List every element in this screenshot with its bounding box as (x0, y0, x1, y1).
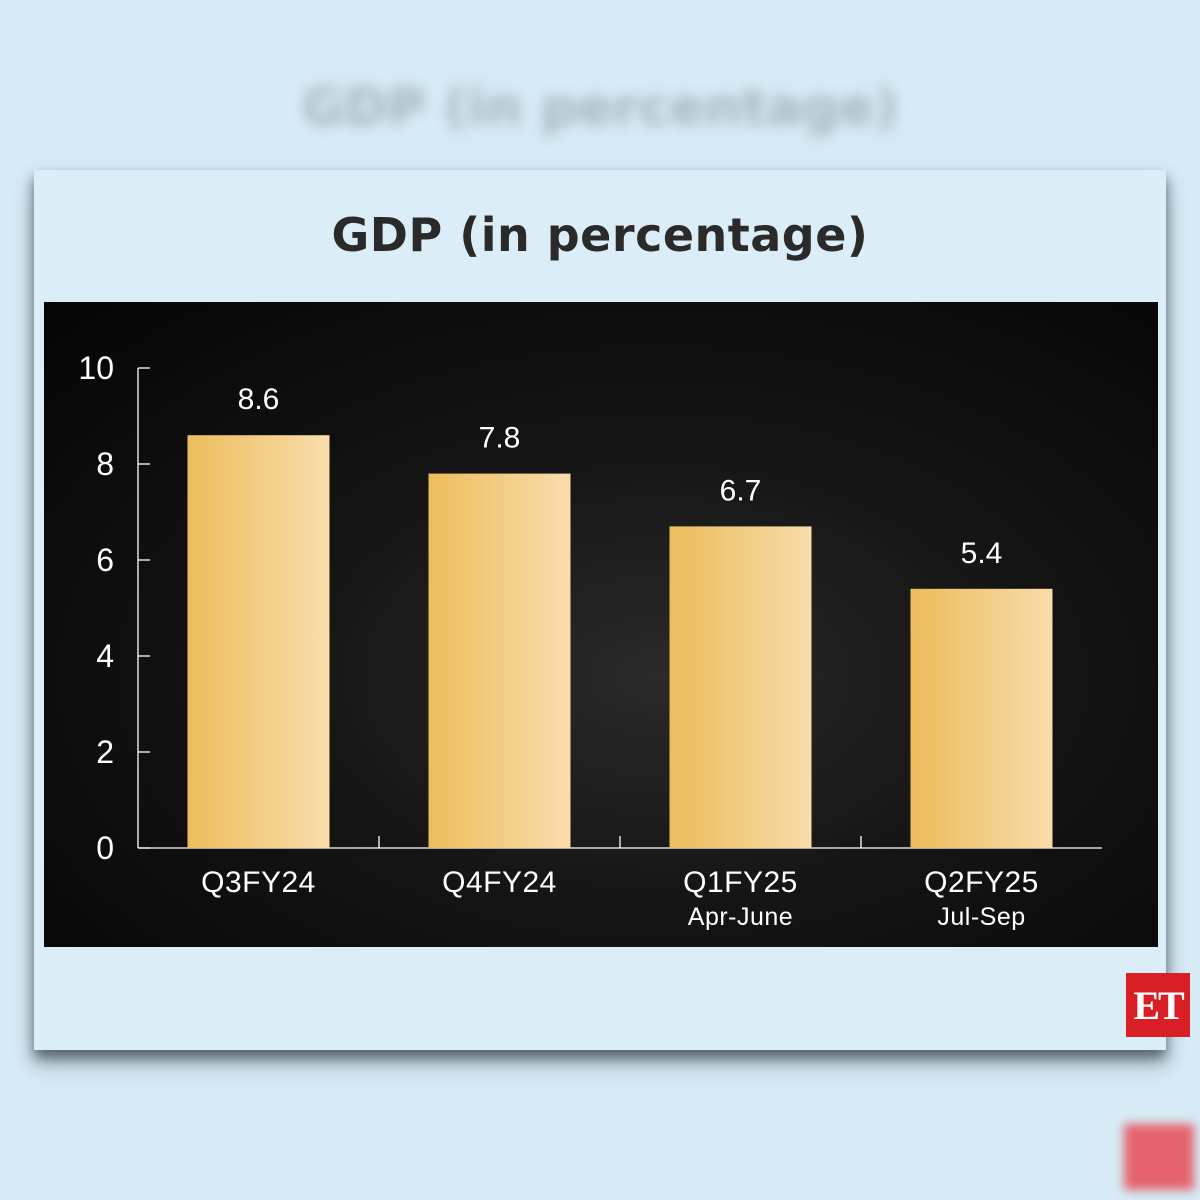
data-label: 5.4 (961, 537, 1003, 570)
y-tick-label: 4 (96, 638, 114, 674)
y-tick-label: 6 (96, 542, 114, 578)
chart-title: GDP (in percentage) (331, 208, 869, 262)
y-tick-label: 0 (96, 830, 114, 866)
et-logo-ghost (1124, 1124, 1194, 1190)
y-tick-label: 8 (96, 446, 114, 482)
chart-panel: 0 2 4 6 8 10 8.6 Q3FY24 7.8 Q4FY24 6.7 Q1FY25 Apr-J… (44, 302, 1158, 947)
bar-q2fy25 (910, 588, 1053, 848)
data-label: 8.6 (238, 383, 280, 416)
x-category-label: Q1FY25 (683, 866, 798, 899)
y-tick-label: 10 (78, 350, 114, 386)
x-category-sublabel: Apr-June (688, 903, 793, 931)
x-category-sublabel: Jul-Sep (937, 903, 1025, 931)
bar-q4fy24 (428, 473, 571, 848)
data-label: 6.7 (720, 474, 762, 507)
data-label: 7.8 (479, 422, 521, 455)
x-category-label: Q3FY24 (201, 866, 316, 899)
bar-q1fy25 (669, 526, 812, 848)
ghost-title: GDP (in percentage) (301, 78, 899, 138)
x-category-label: Q4FY24 (442, 866, 557, 899)
bar-chart: 0 2 4 6 8 10 8.6 Q3FY24 7.8 Q4FY24 6.7 Q1FY25 Apr-J… (78, 350, 1102, 931)
y-tick-label: 2 (96, 734, 114, 770)
bar-q3fy24 (187, 435, 330, 848)
et-logo: ET (1126, 973, 1190, 1037)
x-category-label: Q2FY25 (924, 866, 1039, 899)
